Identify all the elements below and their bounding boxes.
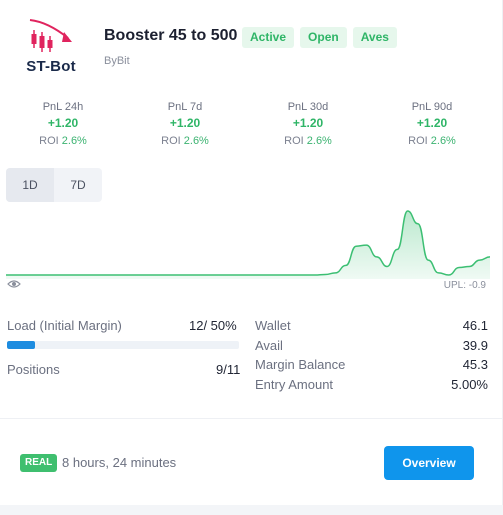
entry-amount-row: Entry Amount 5.00%	[255, 377, 488, 397]
upl-value: UPL: -0.9	[443, 280, 486, 291]
status-badge-aves: Aves	[352, 27, 397, 48]
divider	[0, 418, 503, 419]
margin-balance-row: Margin Balance 45.3	[255, 357, 488, 377]
logo-text: ST-Bot	[26, 58, 76, 75]
status-badge-active: Active	[242, 27, 295, 48]
bot-name: Booster 45 to 500	[104, 27, 238, 44]
pnl-area-chart	[6, 210, 490, 279]
stat-label: PnL 7d	[167, 101, 203, 113]
stat-roi: ROI 2.6%	[408, 135, 456, 147]
stat-value: +1.20	[169, 116, 201, 130]
bottom-strip	[0, 505, 503, 515]
stat-pnl-24h: PnL 24h +1.20 ROI 2.6%	[8, 100, 118, 150]
entry-amount-label: Entry Amount	[255, 377, 334, 392]
margin-balance-label: Margin Balance	[255, 357, 346, 372]
positions-label: Positions	[7, 362, 60, 377]
st-bot-logo: ST-Bot	[20, 14, 82, 76]
stat-pnl-90d: PnL 90d +1.20 ROI 2.6%	[377, 100, 487, 150]
exchange-name: ByBit	[104, 55, 130, 67]
stat-label: PnL 30d	[287, 101, 329, 113]
tab-1d[interactable]: 1D	[6, 168, 54, 202]
avail-row: Avail 39.9	[255, 338, 488, 358]
wallet-label: Wallet	[255, 318, 291, 333]
stat-value: +1.20	[416, 116, 448, 130]
margin-balance-value: 45.3	[462, 357, 488, 372]
overview-button[interactable]: Overview	[384, 446, 474, 480]
load-label: Load (Initial Margin)	[7, 318, 122, 333]
positions-value: 9/11	[216, 362, 241, 377]
load-progress-fill	[7, 341, 35, 349]
stat-label: PnL 24h	[42, 101, 84, 113]
chart-area-fill	[6, 211, 490, 279]
candlestick-logo-icon	[29, 19, 72, 52]
eye-icon[interactable]	[7, 279, 21, 289]
real-badge: REAL	[20, 454, 58, 472]
entry-amount-value: 5.00%	[451, 377, 488, 392]
status-badges: Active Open Aves	[242, 27, 397, 48]
stat-value: +1.20	[47, 116, 79, 130]
stat-value: +1.20	[292, 116, 324, 130]
timeframe-tabs: 1D 7D	[6, 168, 102, 202]
load-progress-bar	[7, 341, 239, 349]
running-duration: 8 hours, 24 minutes	[62, 455, 177, 470]
stat-label: PnL 90d	[411, 101, 453, 113]
stat-roi: ROI 2.6%	[161, 135, 209, 147]
wallet-value: 46.1	[462, 318, 488, 333]
load-value: 12/ 50%	[189, 318, 237, 333]
stat-pnl-30d: PnL 30d +1.20 ROI 2.6%	[253, 100, 363, 150]
status-badge-open: Open	[300, 27, 347, 48]
tab-7d[interactable]: 7D	[70, 178, 86, 192]
avail-label: Avail	[255, 338, 283, 353]
avail-value: 39.9	[462, 338, 488, 353]
stat-pnl-7d: PnL 7d +1.20 ROI 2.6%	[130, 100, 240, 150]
stat-roi: ROI 2.6%	[284, 135, 332, 147]
pnl-stats: PnL 24h +1.20 ROI 2.6% PnL 7d +1.20 ROI …	[0, 100, 503, 156]
chart-series-line	[6, 210, 490, 276]
stat-roi: ROI 2.6%	[39, 135, 87, 147]
wallet-row: Wallet 46.1	[255, 318, 488, 338]
